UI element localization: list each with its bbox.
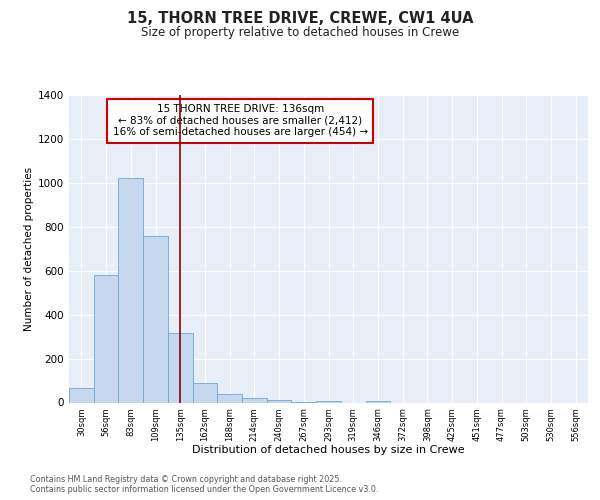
Bar xyxy=(267,400,292,402)
Bar xyxy=(94,275,118,402)
Y-axis label: Number of detached properties: Number of detached properties xyxy=(24,166,34,331)
Bar xyxy=(242,398,267,402)
Bar xyxy=(217,394,242,402)
Bar xyxy=(193,383,217,402)
Bar xyxy=(168,334,193,402)
Text: 15, THORN TREE DRIVE, CREWE, CW1 4UA: 15, THORN TREE DRIVE, CREWE, CW1 4UA xyxy=(127,11,473,26)
Text: 15 THORN TREE DRIVE: 136sqm
← 83% of detached houses are smaller (2,412)
16% of : 15 THORN TREE DRIVE: 136sqm ← 83% of det… xyxy=(113,104,368,138)
Text: Size of property relative to detached houses in Crewe: Size of property relative to detached ho… xyxy=(141,26,459,39)
Bar xyxy=(118,178,143,402)
Bar xyxy=(143,236,168,402)
X-axis label: Distribution of detached houses by size in Crewe: Distribution of detached houses by size … xyxy=(192,446,465,456)
Text: Contains HM Land Registry data © Crown copyright and database right 2025.
Contai: Contains HM Land Registry data © Crown c… xyxy=(30,474,379,494)
Bar xyxy=(69,388,94,402)
